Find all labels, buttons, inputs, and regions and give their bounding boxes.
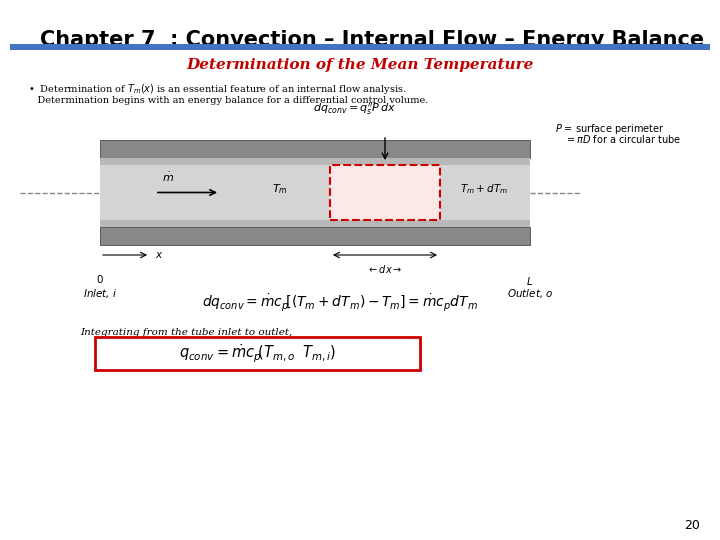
Bar <box>100 227 530 245</box>
Bar <box>10 44 710 50</box>
Text: Integrating from the tube inlet to outlet,: Integrating from the tube inlet to outle… <box>80 328 292 337</box>
Bar <box>100 158 530 165</box>
Bar <box>95 337 420 370</box>
Text: $\leftarrow dx \rightarrow$: $\leftarrow dx \rightarrow$ <box>367 263 402 275</box>
Text: Chapter 7  : Convection – Internal Flow – Energy Balance: Chapter 7 : Convection – Internal Flow –… <box>40 30 704 50</box>
Text: Inlet, $i$: Inlet, $i$ <box>83 287 117 300</box>
Bar <box>100 140 530 158</box>
Text: Determination begins with an energy balance for a differential control volume.: Determination begins with an energy bala… <box>28 96 428 105</box>
Text: $L$: $L$ <box>526 275 534 287</box>
Bar <box>100 158 530 227</box>
Text: 0: 0 <box>96 275 103 285</box>
Text: $T_m + dT_m$: $T_m + dT_m$ <box>460 183 508 197</box>
Bar <box>100 220 530 227</box>
Bar <box>330 165 440 220</box>
Text: 20: 20 <box>684 519 700 532</box>
Text: $T_m$: $T_m$ <box>272 183 288 197</box>
Text: $P$ = surface perimeter: $P$ = surface perimeter <box>555 122 665 136</box>
Text: $= \pi D$ for a circular tube: $= \pi D$ for a circular tube <box>555 133 681 145</box>
Text: $q_{conv} = \dot{m}c_p\!\left(T_{m,o} \;\; T_{m,i}\right)$: $q_{conv} = \dot{m}c_p\!\left(T_{m,o} \;… <box>179 342 336 365</box>
Text: •  Determination of $T_m(x)$ is an essential feature of an internal flow analysi: • Determination of $T_m(x)$ is an essent… <box>28 82 407 96</box>
Text: Determination of the Mean Temperature: Determination of the Mean Temperature <box>186 58 534 72</box>
Text: Outlet, $o$: Outlet, $o$ <box>507 287 553 300</box>
Text: $\dot{m}$: $\dot{m}$ <box>162 171 174 185</box>
Text: $x$: $x$ <box>155 250 163 260</box>
Text: $dq_{conv} = q_s^{\prime\prime}P\,dx$: $dq_{conv} = q_s^{\prime\prime}P\,dx$ <box>313 101 397 117</box>
Text: $dq_{conv} = \dot{m}c_p\!\left[\left(T_m + dT_m\right) - T_m\right] = \dot{m}c_p: $dq_{conv} = \dot{m}c_p\!\left[\left(T_m… <box>202 292 478 313</box>
